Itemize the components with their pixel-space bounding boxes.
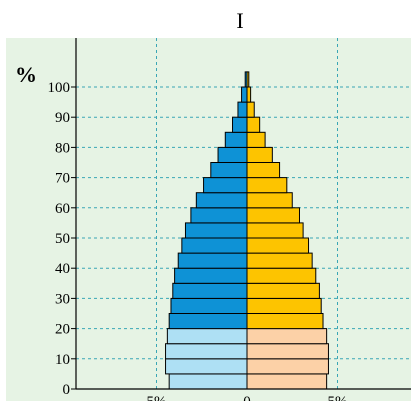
bar-left-65-69 — [203, 177, 248, 194]
x-tick-label: 5% — [328, 394, 348, 401]
bar-right-30-34 — [246, 282, 320, 299]
bars — [165, 71, 329, 390]
bar-left-85-89 — [232, 116, 248, 133]
bar-right-50-54 — [246, 222, 304, 239]
bar-right-5-9 — [246, 358, 329, 375]
bar-right-70-74 — [246, 162, 281, 179]
age-tick-label: 50 — [55, 231, 70, 247]
age-tick-label: 70 — [55, 171, 70, 187]
bar-left-0-4 — [168, 373, 248, 390]
bar-right-100+ — [246, 71, 250, 88]
bar-left-30-34 — [172, 282, 248, 299]
age-tick-label: 20 — [55, 322, 70, 338]
bar-right-75-79 — [246, 146, 273, 163]
bar-left-20-24 — [168, 313, 248, 330]
grid — [76, 38, 411, 389]
age-tick-label: 10 — [55, 352, 70, 368]
bar-left-60-64 — [195, 192, 248, 209]
bar-right-35-39 — [246, 267, 317, 284]
bar-left-55-59 — [190, 207, 248, 224]
age-tick-label: 90 — [55, 110, 70, 126]
bar-right-85-89 — [246, 116, 261, 133]
bar-left-50-54 — [184, 222, 248, 239]
x-tick-label: 0 — [243, 394, 251, 401]
bar-right-20-24 — [246, 313, 324, 330]
bar-right-80-84 — [246, 131, 266, 148]
bar-right-10-14 — [246, 343, 329, 360]
age-tick-label: 30 — [55, 291, 70, 307]
age-tick-label: 100 — [48, 80, 71, 96]
bar-right-45-49 — [246, 237, 310, 254]
bar-right-40-44 — [246, 252, 313, 269]
bar-right-60-64 — [246, 192, 293, 209]
bar-left-95-99 — [241, 86, 248, 103]
age-tick-label: 40 — [55, 261, 70, 277]
bar-left-70-74 — [210, 162, 248, 179]
bar-left-45-49 — [181, 237, 248, 254]
bar-right-0-4 — [246, 373, 328, 390]
bar-right-90-94 — [246, 101, 255, 118]
bar-right-15-19 — [246, 328, 328, 345]
bar-left-90-94 — [237, 101, 248, 118]
bar-right-25-29 — [246, 297, 322, 314]
bar-left-25-29 — [170, 297, 248, 314]
bar-right-65-69 — [246, 177, 288, 194]
bar-left-40-44 — [177, 252, 248, 269]
age-tick-label: 60 — [55, 201, 70, 217]
age-tick-label: 0 — [63, 382, 71, 398]
bar-left-10-14 — [165, 343, 248, 360]
bar-left-75-79 — [217, 146, 248, 163]
bar-left-80-84 — [224, 131, 248, 148]
x-tick-label: 5% — [147, 394, 167, 401]
age-tick-label: 80 — [55, 140, 70, 156]
chart-title: I — [236, 8, 243, 33]
bar-left-15-19 — [166, 328, 248, 345]
x-ticks: 5% 0 5% — [147, 394, 348, 401]
y-axis-unit-label: % — [15, 62, 37, 87]
bar-right-55-59 — [246, 207, 300, 224]
bar-left-5-9 — [165, 358, 248, 375]
bar-left-35-39 — [174, 267, 248, 284]
age-ticks: 0 10 20 30 40 50 60 70 80 90 100 — [48, 80, 76, 398]
bar-right-95-99 — [246, 86, 252, 103]
